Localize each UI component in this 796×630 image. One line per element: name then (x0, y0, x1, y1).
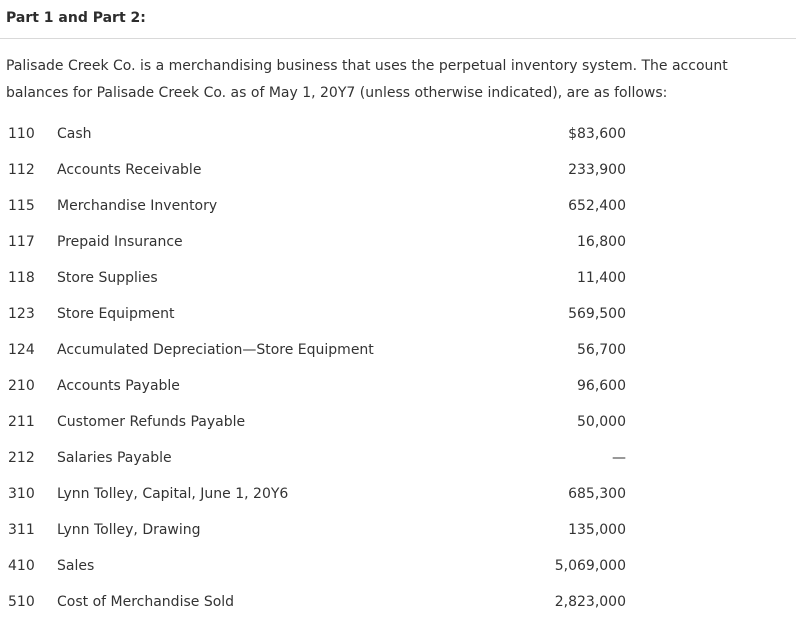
account-number: 310 (8, 486, 35, 502)
account-number: 112 (8, 162, 35, 178)
account-row: 115 Merchandise Inventory 652,400 (0, 190, 640, 226)
intro-paragraph: Palisade Creek Co. is a merchandising bu… (6, 58, 728, 101)
account-row: 510 Cost of Merchandise Sold 2,823,000 (0, 586, 640, 622)
account-balance: — (612, 450, 626, 466)
account-balance: 56,700 (577, 342, 626, 358)
account-balance: 2,823,000 (554, 594, 626, 610)
account-row: 117 Prepaid Insurance 16,800 (0, 226, 640, 262)
account-number: 115 (8, 198, 35, 214)
account-row: 210 Accounts Payable 96,600 (0, 370, 640, 406)
account-balance: 569,500 (568, 306, 626, 322)
account-row: 123 Store Equipment 569,500 (0, 298, 640, 334)
account-number: 110 (8, 126, 35, 142)
account-number: 118 (8, 270, 35, 286)
account-name: Store Supplies (57, 270, 158, 286)
account-name: Prepaid Insurance (57, 234, 183, 250)
account-balance: 685,300 (568, 486, 626, 502)
account-number: 410 (8, 558, 35, 574)
account-row: 212 Salaries Payable — (0, 442, 640, 478)
account-balance: 135,000 (568, 522, 626, 538)
account-name: Customer Refunds Payable (57, 414, 246, 430)
account-balance: 50,000 (577, 414, 626, 430)
account-number: 510 (8, 594, 35, 610)
account-row: 211 Customer Refunds Payable 50,000 (0, 406, 640, 442)
section-heading: Part 1 and Part 2: (6, 10, 146, 26)
account-row: 124 Accumulated Depreciation—Store Equip… (0, 334, 640, 370)
account-name: Accounts Payable (57, 378, 180, 394)
account-balance: 652,400 (568, 198, 626, 214)
account-balance: 16,800 (577, 234, 626, 250)
account-balance: 5,069,000 (554, 558, 626, 574)
account-name: Lynn Tolley, Drawing (57, 522, 201, 538)
account-number: 311 (8, 522, 35, 538)
account-name: Lynn Tolley, Capital, June 1, 20Y6 (57, 486, 289, 502)
account-name: Salaries Payable (57, 450, 172, 466)
account-number: 212 (8, 450, 35, 466)
account-row: 410 Sales 5,069,000 (0, 550, 640, 586)
account-number: 117 (8, 234, 35, 250)
account-name: Cost of Merchandise Sold (57, 594, 235, 610)
account-balances-list: 110 Cash $83,600 112 Accounts Receivable… (0, 118, 640, 622)
account-number: 210 (8, 378, 35, 394)
account-name: Merchandise Inventory (57, 198, 218, 214)
account-row: 112 Accounts Receivable 233,900 (0, 154, 640, 190)
account-name: Accounts Receivable (57, 162, 202, 178)
account-row: 310 Lynn Tolley, Capital, June 1, 20Y6 6… (0, 478, 640, 514)
heading-divider (0, 38, 796, 39)
account-balance: 233,900 (568, 162, 626, 178)
account-name: Store Equipment (57, 306, 175, 322)
account-balance: 11,400 (577, 270, 626, 286)
account-row: 110 Cash $83,600 (0, 118, 640, 154)
account-number: 123 (8, 306, 35, 322)
account-row: 311 Lynn Tolley, Drawing 135,000 (0, 514, 640, 550)
account-name: Cash (57, 126, 92, 142)
account-number: 124 (8, 342, 35, 358)
account-row: 118 Store Supplies 11,400 (0, 262, 640, 298)
account-name: Sales (57, 558, 95, 574)
account-number: 211 (8, 414, 35, 430)
account-balance: 96,600 (577, 378, 626, 394)
account-name: Accumulated Depreciation—Store Equipment (57, 342, 374, 358)
account-balance: $83,600 (568, 126, 626, 142)
